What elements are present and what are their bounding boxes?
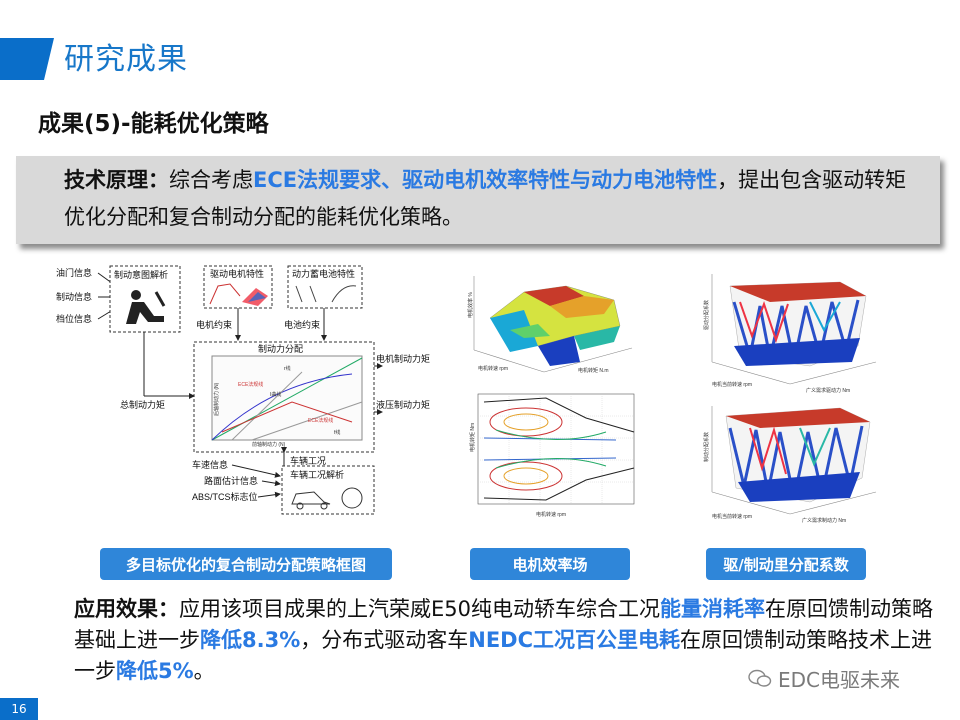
page-title: 研究成果 xyxy=(64,42,188,77)
input-gear: 档位信息 xyxy=(56,313,92,324)
principle-highlight: ECE法规要求、驱动电机效率特性与动力电池特性 xyxy=(253,168,718,192)
principle-text-after: ，提出包含驱动转矩优化分配和复合制动分配的能耗优化策略。 xyxy=(64,168,907,229)
effect-text: 应用效果：应用该项目成果的上汽荣威E50纯电动轿车综合工况能量消耗率在原回馈制动… xyxy=(74,594,934,687)
input-brake: 制动信息 xyxy=(56,291,92,302)
watermark-text: EDC电驱未来 xyxy=(778,668,901,692)
page-number: 16 xyxy=(0,698,38,720)
effect-text-5: 。 xyxy=(193,659,215,683)
abs-info-label: ABS/TCS标志位 xyxy=(192,491,258,502)
title-accent-wedge xyxy=(44,38,54,80)
rear-axis-label: 后轴制动力 (N) xyxy=(213,382,220,416)
brake-split-label: 制动力分配 xyxy=(258,343,303,354)
brake-y-label: 广义需求制动力 Nm xyxy=(802,517,846,524)
drive-coefficient-surface xyxy=(729,281,867,367)
principle-label: 技术原理： xyxy=(64,168,169,192)
figure-label-efficiency: 电机效率场 xyxy=(470,548,630,580)
road-info-label: 路面估计信息 xyxy=(204,475,258,486)
input-throttle: 油门信息 xyxy=(56,267,92,278)
front-axis-label: 前轴制动力 (N) xyxy=(252,441,286,448)
battery-limit-label: 电池约束 xyxy=(284,319,320,330)
vehicle-parse-label: 车辆工况解析 xyxy=(290,469,344,480)
figure-label-coefficient: 驱/制动里分配系数 xyxy=(706,548,866,580)
eff-y-label: 电机转矩 N.m xyxy=(578,367,609,374)
efficiency-contour-plot: 电机转矩 Nm 电机转速 rpm xyxy=(456,388,640,522)
effect-label: 应用效果： xyxy=(74,597,179,621)
principle-box: 技术原理：综合考虑ECE法规要求、驱动电机效率特性与动力电池特性，提出包含驱动转… xyxy=(16,156,940,244)
principle-text-before: 综合考虑 xyxy=(169,168,253,192)
strategy-block-diagram: 油门信息 制动信息 档位信息 制动意图解析 驱动电机特性 动力蓄电池特性 电机约… xyxy=(52,262,438,518)
title-accent-bar xyxy=(0,38,44,80)
hydraulic-force-label: 液压制动力矩 xyxy=(376,399,430,410)
effect-text-2: 在原回馈制动策略基础上进一步 xyxy=(74,597,933,652)
brake-coefficient-surface xyxy=(725,407,871,503)
effect-highlight-3: NEDC工况百公里电耗 xyxy=(468,628,681,652)
vehicle-state-label: 车辆工况 xyxy=(290,455,326,466)
total-force-label: 总制动力矩 xyxy=(120,399,165,410)
effect-highlight-1: 能量消耗率 xyxy=(660,597,765,621)
efficiency-surface xyxy=(489,285,621,366)
principle-text: 技术原理：综合考虑ECE法规要求、驱动电机效率特性与动力电池特性，提出包含驱动转… xyxy=(64,162,924,236)
driver-icon xyxy=(126,290,166,324)
eff-z-label: 电机效率 % xyxy=(467,292,474,318)
effect-text-3: ，分布式驱动客车 xyxy=(300,628,469,652)
ece-line-label-1: ECE法规线 xyxy=(238,381,263,388)
eff-x-label: 电机转速 rpm xyxy=(478,365,508,372)
motor-char-label: 驱动电机特性 xyxy=(210,268,264,279)
efficiency-contours xyxy=(483,397,635,501)
drive-z-label: 驱动分配系数 xyxy=(703,300,710,330)
battery-char-label: 动力蓄电池特性 xyxy=(292,268,355,279)
contour-x-label: 电机转速 rpm xyxy=(536,511,566,518)
effect-highlight-2: 降低8.3% xyxy=(200,628,301,652)
brake-x-label: 电机当前转速 rpm xyxy=(712,513,752,520)
effect-highlight-4: 降低5% xyxy=(116,659,194,683)
i-curve-label: I曲线 xyxy=(270,391,281,398)
drive-coefficient-plot: 驱动分配系数 电机当前转速 rpm 广义需求驱动力 Nm xyxy=(690,266,886,396)
drive-x-label: 电机当前转速 rpm xyxy=(712,381,752,388)
speed-info-label: 车速信息 xyxy=(192,459,228,470)
figure-label-strategy: 多目标优化的复合制动分配策略框图 xyxy=(100,548,392,580)
motor-force-label: 电机制动力矩 xyxy=(376,353,430,364)
motor-limit-label: 电机约束 xyxy=(196,319,232,330)
f-line-label: f线 xyxy=(334,429,340,436)
brake-coefficient-plot: 制动分配系数 电机当前转速 rpm 广义需求制动力 Nm xyxy=(690,398,886,526)
brake-z-label: 制动分配系数 xyxy=(703,432,710,462)
intent-box-label: 制动意图解析 xyxy=(114,269,168,280)
watermark: EDC电驱未来 xyxy=(748,664,900,693)
efficiency-surface-plot: 电机效率 % 电机转速 rpm 电机转矩 N.m xyxy=(454,266,640,384)
car-icon xyxy=(291,487,363,510)
contour-y-label: 电机转矩 Nm xyxy=(469,423,476,452)
r-line-label: r线 xyxy=(284,365,291,372)
effect-text-1: 应用该项目成果的上汽荣威E50纯电动轿车综合工况 xyxy=(179,597,660,621)
effect-text-4: 在原回馈制动策略技术上进一步 xyxy=(74,628,933,683)
drive-y-label: 广义需求驱动力 Nm xyxy=(806,387,850,394)
ece-line-label-2: ECE法规线 xyxy=(308,417,333,424)
section-subtitle: 成果(5)-能耗优化策略 xyxy=(38,111,269,137)
wechat-icon xyxy=(748,669,772,687)
